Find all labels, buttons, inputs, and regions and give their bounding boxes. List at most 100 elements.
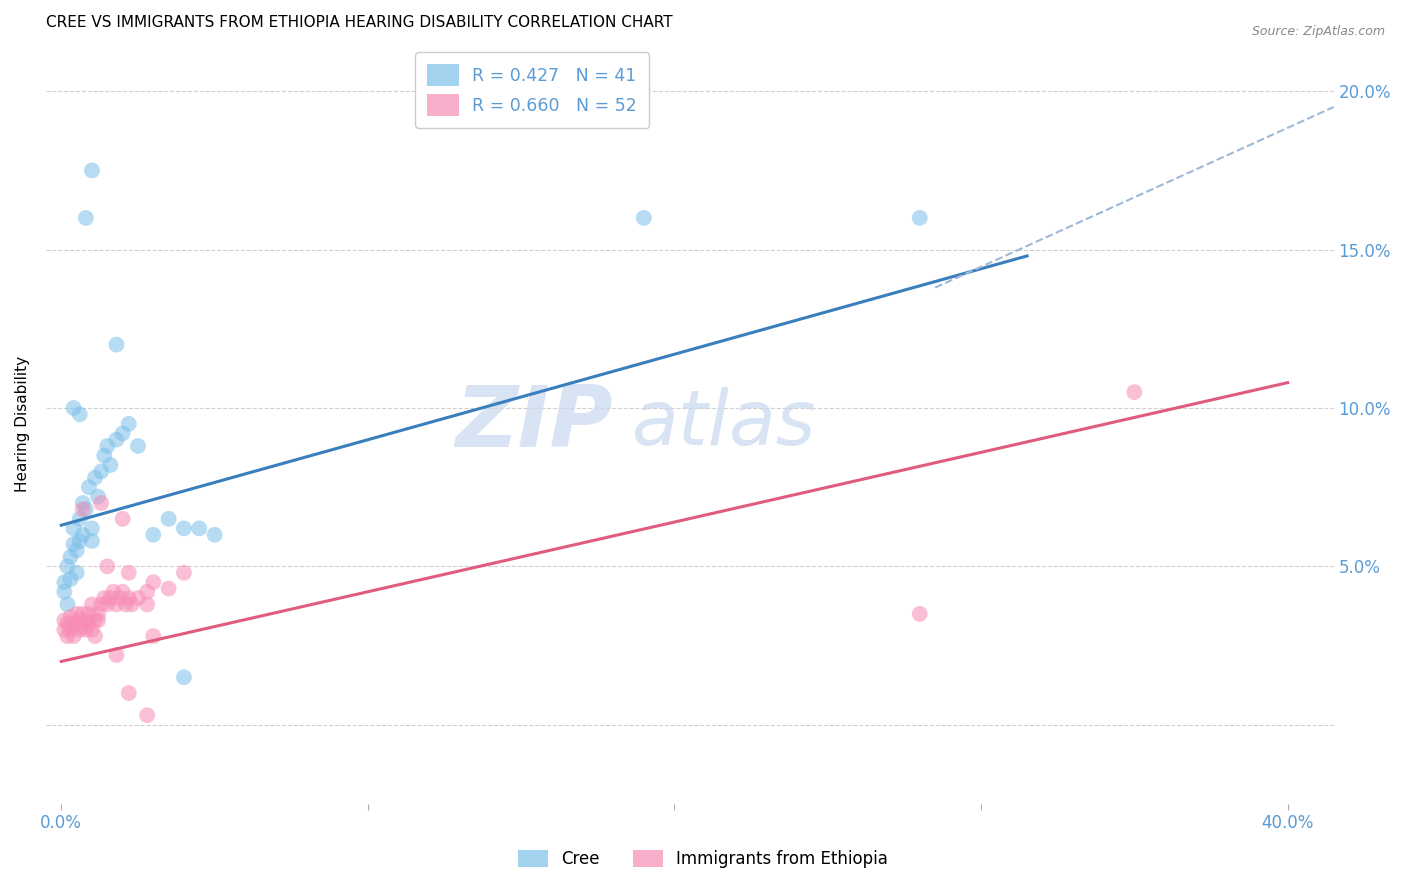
Point — [80, 623, 103, 637]
Point — [69, 407, 91, 421]
Text: ZIP: ZIP — [456, 383, 613, 466]
Point — [188, 521, 211, 535]
Point — [84, 629, 107, 643]
Point — [69, 534, 91, 549]
Point — [173, 566, 195, 580]
Point — [136, 598, 159, 612]
Point — [75, 613, 97, 627]
Point — [77, 480, 100, 494]
Point — [56, 598, 79, 612]
Point — [103, 584, 125, 599]
Point — [66, 543, 89, 558]
Y-axis label: Hearing Disability: Hearing Disability — [15, 356, 30, 491]
Point — [87, 607, 110, 621]
Point — [142, 575, 165, 590]
Point — [157, 512, 180, 526]
Point — [77, 607, 100, 621]
Text: atlas: atlas — [631, 387, 817, 461]
Point — [633, 211, 655, 225]
Point — [127, 439, 149, 453]
Point — [80, 521, 103, 535]
Point — [66, 566, 89, 580]
Point — [62, 616, 84, 631]
Point — [59, 610, 82, 624]
Point — [72, 496, 94, 510]
Point — [56, 629, 79, 643]
Legend: Cree, Immigrants from Ethiopia: Cree, Immigrants from Ethiopia — [512, 843, 894, 875]
Point — [80, 534, 103, 549]
Point — [90, 496, 112, 510]
Point — [118, 566, 141, 580]
Point — [53, 584, 76, 599]
Point — [90, 598, 112, 612]
Point — [62, 401, 84, 415]
Point — [59, 623, 82, 637]
Point — [87, 613, 110, 627]
Point — [105, 648, 128, 662]
Point — [173, 521, 195, 535]
Point — [93, 591, 115, 605]
Point — [69, 512, 91, 526]
Point — [142, 629, 165, 643]
Point — [75, 502, 97, 516]
Point — [72, 527, 94, 541]
Point — [136, 708, 159, 723]
Point — [111, 426, 134, 441]
Point — [77, 616, 100, 631]
Point — [62, 537, 84, 551]
Point — [118, 417, 141, 431]
Point — [118, 686, 141, 700]
Point — [93, 449, 115, 463]
Point — [90, 464, 112, 478]
Point — [56, 616, 79, 631]
Point — [98, 591, 121, 605]
Point — [105, 433, 128, 447]
Point — [1123, 385, 1146, 400]
Point — [84, 471, 107, 485]
Point — [105, 337, 128, 351]
Legend: R = 0.427   N = 41, R = 0.660   N = 52: R = 0.427 N = 41, R = 0.660 N = 52 — [415, 53, 650, 128]
Point — [69, 613, 91, 627]
Point — [142, 527, 165, 541]
Point — [121, 598, 143, 612]
Point — [80, 163, 103, 178]
Text: CREE VS IMMIGRANTS FROM ETHIOPIA HEARING DISABILITY CORRELATION CHART: CREE VS IMMIGRANTS FROM ETHIOPIA HEARING… — [46, 15, 672, 30]
Point — [66, 607, 89, 621]
Point — [114, 598, 136, 612]
Point — [173, 670, 195, 684]
Point — [105, 598, 128, 612]
Point — [127, 591, 149, 605]
Point — [72, 502, 94, 516]
Point — [66, 616, 89, 631]
Point — [908, 211, 931, 225]
Point — [80, 598, 103, 612]
Text: Source: ZipAtlas.com: Source: ZipAtlas.com — [1251, 25, 1385, 38]
Point — [111, 584, 134, 599]
Point — [72, 619, 94, 633]
Point — [96, 598, 118, 612]
Point — [136, 584, 159, 599]
Point — [96, 559, 118, 574]
Point — [96, 439, 118, 453]
Point — [75, 623, 97, 637]
Point — [59, 572, 82, 586]
Point — [75, 211, 97, 225]
Point — [204, 527, 226, 541]
Point — [118, 591, 141, 605]
Point — [62, 521, 84, 535]
Point — [72, 607, 94, 621]
Point — [53, 613, 76, 627]
Point — [84, 613, 107, 627]
Point — [53, 623, 76, 637]
Point — [98, 458, 121, 472]
Point — [59, 549, 82, 564]
Point — [56, 559, 79, 574]
Point — [69, 623, 91, 637]
Point — [62, 629, 84, 643]
Point — [157, 582, 180, 596]
Point — [87, 490, 110, 504]
Point — [53, 575, 76, 590]
Point — [111, 512, 134, 526]
Point — [908, 607, 931, 621]
Point — [108, 591, 131, 605]
